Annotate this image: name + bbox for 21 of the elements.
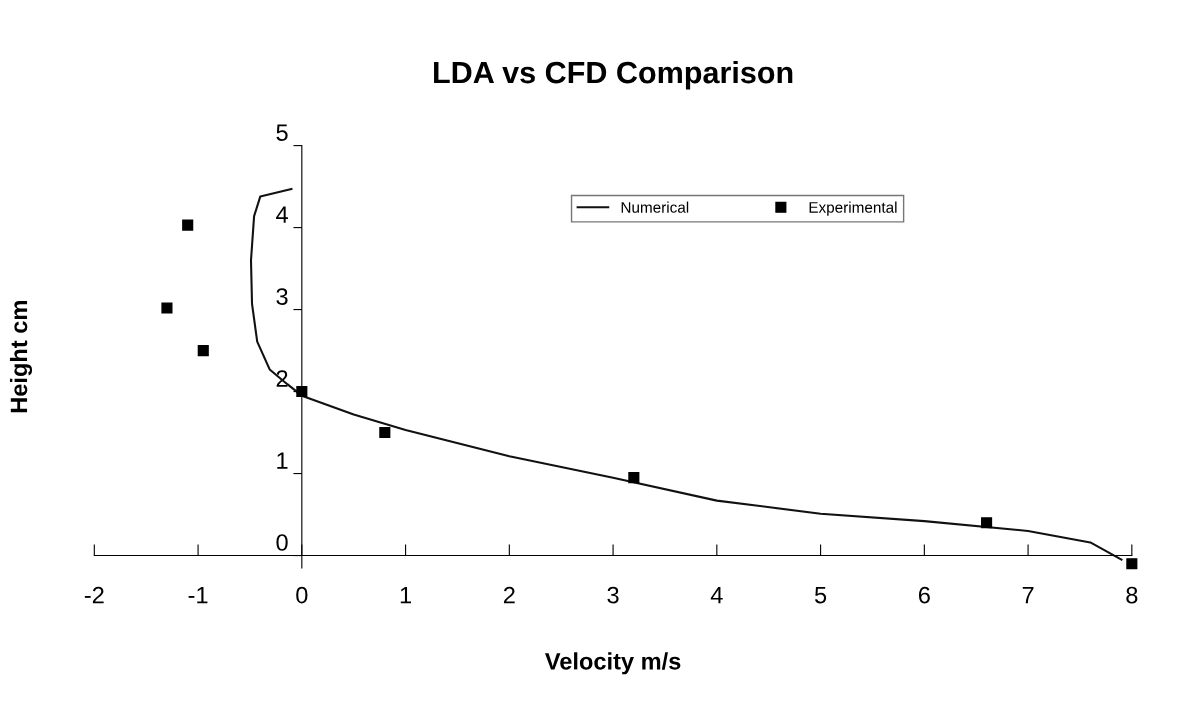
x-tick-label: 2 [503,586,515,604]
y-tick-label: 4 [276,206,288,223]
chart-title: LDA vs CFD Comparison [434,60,793,90]
y-tick-label: 5 [276,124,288,141]
x-tick-label: 3 [607,586,619,604]
x-tick-label: 6 [918,586,930,604]
x-tick-label: 8 [1126,586,1138,604]
x-tick-label: 0 [296,586,308,604]
x-tick-label: 4 [710,586,723,604]
x-tick-label: 5 [814,586,827,604]
legend-label: Numerical [621,201,689,213]
y-tick-label: 1 [277,452,288,469]
x-tick-label: -1 [188,586,208,604]
y-tick-label: 3 [276,288,288,305]
x-tick-label: 1 [400,586,411,604]
x-tick-label: 7 [1022,586,1034,604]
legend-label: Experimental [809,201,897,216]
y-tick-label: 0 [276,534,288,551]
y-axis-title: Height cm [9,301,33,413]
x-axis-title: Velocity m/s [545,652,681,675]
x-tick-label: -2 [84,586,104,604]
